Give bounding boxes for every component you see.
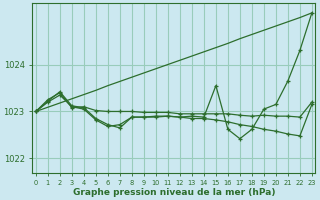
X-axis label: Graphe pression niveau de la mer (hPa): Graphe pression niveau de la mer (hPa) [73,188,275,197]
